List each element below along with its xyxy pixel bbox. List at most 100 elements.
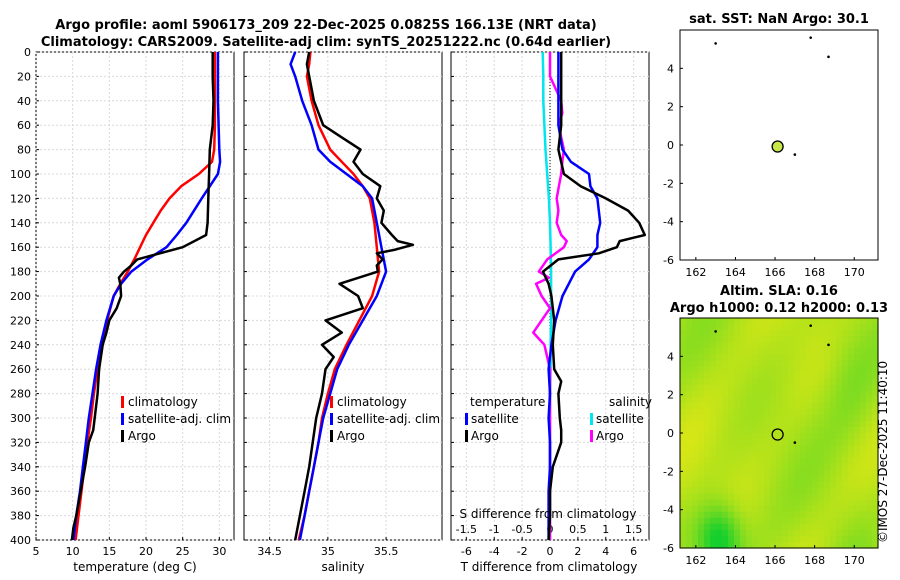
heatmap-cell — [764, 481, 771, 489]
heatmap-cell — [872, 342, 879, 349]
heatmap-cell — [824, 366, 831, 374]
heatmap-cell — [764, 475, 771, 483]
heatmap-cell — [782, 439, 789, 446]
heatmap-cell — [860, 354, 867, 361]
heatmap-cell — [764, 433, 771, 440]
heatmap-cell — [872, 396, 879, 404]
y-tick-label: 80 — [17, 144, 31, 157]
legend-swatch-satellite — [330, 413, 333, 425]
heatmap-cell — [812, 354, 819, 361]
heatmap-cell — [830, 408, 837, 416]
heatmap-cell — [752, 493, 759, 501]
heatmap-cell — [782, 378, 789, 386]
heatmap-cell — [686, 396, 693, 404]
heatmap-cell — [836, 330, 843, 337]
heatmap-cell — [854, 505, 861, 513]
heatmap-cell — [710, 439, 717, 446]
heatmap-cell — [794, 330, 801, 337]
heatmap-cell — [866, 384, 873, 392]
heatmap-cell — [788, 426, 795, 434]
heatmap-cell — [770, 487, 777, 495]
heatmap-cell — [788, 451, 795, 458]
heatmap-cell — [830, 318, 837, 325]
map-x-tick-label: 166 — [765, 554, 786, 567]
heatmap-cell — [848, 523, 855, 531]
heatmap-cell — [704, 408, 711, 416]
heatmap-cell — [710, 336, 717, 343]
heatmap-cell — [710, 499, 717, 507]
heatmap-cell — [848, 487, 855, 495]
heatmap-cell — [722, 426, 729, 434]
heatmap-cell — [746, 439, 753, 446]
heatmap-cell — [758, 420, 765, 428]
heatmap-cell — [740, 342, 747, 349]
heatmap-cell — [824, 451, 831, 458]
heatmap-cell — [824, 342, 831, 349]
map-x-tick-label: 168 — [804, 554, 825, 567]
heatmap-cell — [824, 529, 831, 537]
heatmap-cell — [848, 348, 855, 355]
heatmap-cell — [830, 366, 837, 374]
heatmap-cell — [812, 481, 819, 489]
heatmap-cell — [734, 535, 741, 543]
heatmap-cell — [848, 318, 855, 325]
heatmap-cell — [704, 342, 711, 349]
heatmap-cell — [818, 529, 825, 537]
heatmap-cell — [824, 487, 831, 495]
heatmap-cell — [788, 529, 795, 537]
heatmap-cell — [800, 523, 807, 531]
heatmap-cell — [782, 499, 789, 507]
heatmap-cell — [764, 384, 771, 392]
heatmap-cell — [752, 439, 759, 446]
heatmap-cell — [716, 342, 723, 349]
heatmap-cell — [812, 372, 819, 380]
salinity-legend: climatology satellite-adj. clim Argo — [330, 395, 440, 443]
heatmap-cell — [698, 336, 705, 343]
heatmap-cell — [788, 366, 795, 374]
heatmap-cell — [734, 342, 741, 349]
heatmap-cell — [764, 457, 771, 464]
heatmap-cell — [806, 445, 813, 452]
heatmap-cell — [722, 481, 729, 489]
heatmap-cell — [860, 469, 867, 476]
heatmap-cell — [860, 457, 867, 464]
island-marker — [809, 36, 812, 39]
legend-label-t-satellite: satellite — [471, 412, 519, 426]
heatmap-cell — [776, 445, 783, 452]
heatmap-cell — [770, 384, 777, 392]
heatmap-cell — [860, 481, 867, 489]
heatmap-cell — [788, 384, 795, 392]
legend-label-t-argo: Argo — [471, 429, 499, 443]
heatmap-cell — [800, 535, 807, 543]
heatmap-cell — [854, 390, 861, 398]
heatmap-cell — [812, 378, 819, 386]
heatmap-cell — [680, 324, 687, 331]
heatmap-cell — [818, 541, 825, 549]
heatmap-cell — [812, 348, 819, 355]
heatmap-cell — [704, 330, 711, 337]
heatmap-cell — [680, 523, 687, 531]
map-y-tick-label: -6 — [663, 254, 674, 267]
heatmap-cell — [764, 505, 771, 513]
heatmap-cell — [806, 420, 813, 428]
tdiff-argo-line — [541, 52, 647, 541]
heatmap-cell — [728, 529, 735, 537]
heatmap-cell — [770, 390, 777, 398]
heatmap-cell — [710, 475, 717, 483]
heatmap-cell — [866, 420, 873, 428]
heatmap-cell — [764, 348, 771, 355]
heatmap-cell — [728, 487, 735, 495]
tick-labels: 0204060801001201401601802002202402602803… — [10, 46, 865, 567]
heatmap-cell — [812, 523, 819, 531]
heatmap-cell — [710, 469, 717, 476]
heatmap-cell — [794, 378, 801, 386]
heatmap-cell — [812, 336, 819, 343]
heatmap-cell — [830, 481, 837, 489]
heatmap-cell — [776, 348, 783, 355]
heatmap-cell — [686, 414, 693, 422]
heatmap-cell — [722, 324, 729, 331]
heatmap-cell — [794, 505, 801, 513]
heatmap-cell — [698, 402, 705, 410]
heatmap-cell — [734, 318, 741, 325]
